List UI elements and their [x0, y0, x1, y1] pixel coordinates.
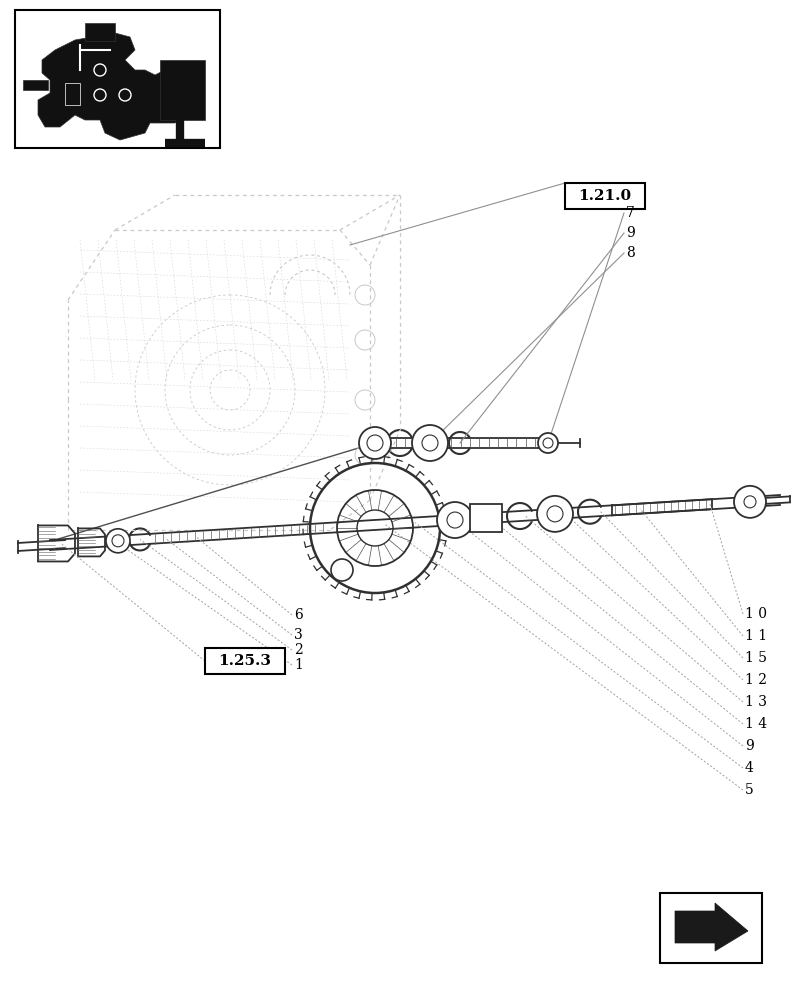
Circle shape — [733, 486, 765, 518]
Circle shape — [94, 64, 106, 76]
Text: 2: 2 — [294, 643, 303, 657]
Text: 7: 7 — [625, 206, 634, 220]
Text: 1 0: 1 0 — [744, 607, 766, 621]
Bar — [160, 60, 204, 120]
Text: 1.21.0: 1.21.0 — [577, 189, 631, 203]
Bar — [470, 504, 501, 532]
Polygon shape — [674, 903, 747, 951]
Bar — [659, 893, 761, 963]
Text: 1 5: 1 5 — [744, 651, 766, 665]
Text: 3: 3 — [294, 628, 303, 642]
Text: 1.25.3: 1.25.3 — [218, 654, 271, 668]
Bar — [204, 648, 285, 674]
Bar — [564, 183, 644, 209]
Text: 1: 1 — [294, 658, 303, 672]
Circle shape — [119, 89, 131, 101]
Circle shape — [358, 427, 391, 459]
Text: 1 4: 1 4 — [744, 717, 766, 731]
Bar — [15, 10, 220, 148]
Circle shape — [536, 496, 573, 532]
Circle shape — [411, 425, 448, 461]
Text: 5: 5 — [744, 783, 753, 797]
Text: 6: 6 — [294, 608, 303, 622]
Circle shape — [331, 559, 353, 581]
Circle shape — [106, 529, 130, 553]
Text: 1 1: 1 1 — [744, 629, 766, 643]
Bar — [85, 23, 115, 41]
Circle shape — [94, 89, 106, 101]
Bar — [65, 83, 80, 105]
Circle shape — [436, 502, 473, 538]
Text: 1 2: 1 2 — [744, 673, 766, 687]
Text: 8: 8 — [625, 246, 634, 260]
Polygon shape — [38, 33, 185, 140]
Circle shape — [538, 433, 557, 453]
Text: 1 3: 1 3 — [744, 695, 766, 709]
Text: 9: 9 — [625, 226, 634, 240]
Text: 4: 4 — [744, 761, 753, 775]
Bar — [23, 80, 48, 90]
Text: 9: 9 — [744, 739, 753, 753]
